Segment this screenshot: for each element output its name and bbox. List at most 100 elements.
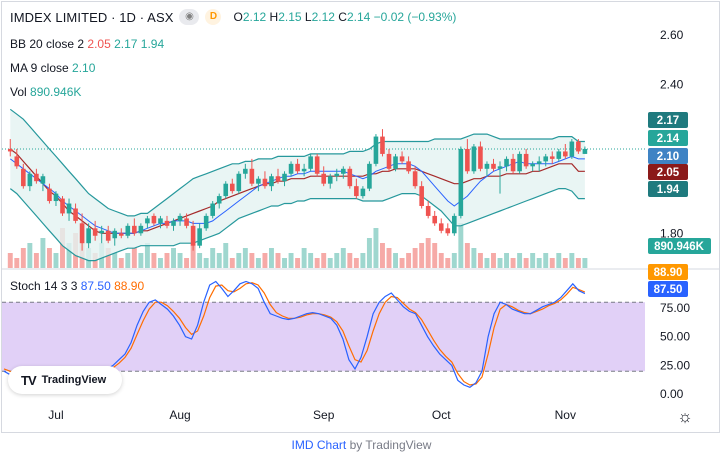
volume-bar: [190, 238, 196, 268]
stoch-tick-label: 75.00: [660, 301, 690, 315]
badge-bb-upper-bg: [648, 112, 688, 128]
open-value: 2.12: [242, 10, 267, 24]
candle-body: [21, 168, 26, 187]
candle-body: [334, 173, 340, 177]
volume-bar: [327, 258, 333, 268]
candle-body: [229, 183, 235, 192]
candle-body: [465, 148, 470, 172]
candle-body: [243, 168, 248, 174]
badge-last-price: 2.14: [657, 133, 680, 145]
badge-stoch-k-bg: [648, 281, 688, 297]
candle-body: [138, 225, 144, 234]
candle-body: [412, 171, 418, 187]
volume-bar: [471, 248, 477, 268]
x-tick-label: Oct: [432, 408, 451, 422]
candle-body: [105, 230, 111, 241]
candle-body: [458, 148, 464, 216]
volume-bar: [321, 253, 327, 268]
badge-stoch-d: 88.90: [654, 267, 683, 279]
candle-body: [53, 193, 59, 202]
volume-bar: [477, 253, 483, 268]
volume-bar: [406, 253, 412, 268]
candle-body: [203, 215, 209, 229]
badge-ma: 2.10: [657, 151, 679, 163]
volume-bar: [249, 253, 255, 268]
candle-body: [445, 228, 451, 234]
price-badges: 2.17 2.14 2.10 2.05 1.94 890.946K 88.90 87.50: [648, 112, 711, 297]
candle-body: [360, 188, 366, 197]
volume-bar: [40, 238, 46, 268]
candle-body: [569, 141, 575, 157]
vol-value: 890.946K: [30, 85, 82, 99]
candle-body: [340, 168, 346, 174]
volume-bar: [575, 258, 581, 268]
candle-body: [380, 136, 385, 154]
volume-bar: [497, 258, 503, 268]
volume-bar: [308, 253, 314, 268]
bb-lower-line: [9, 188, 585, 262]
volume-bar: [380, 243, 385, 268]
candle-body: [491, 163, 496, 169]
badge-bb-upper: 2.17: [657, 115, 679, 127]
volume-bar: [445, 258, 451, 268]
candle-body: [452, 215, 457, 234]
candle-body: [393, 156, 398, 169]
d-badge[interactable]: D: [205, 9, 222, 25]
footer-provider-link[interactable]: TradingView: [365, 438, 432, 452]
bb-legend-label: BB 20 close 2: [10, 37, 85, 51]
symbol-chart-link[interactable]: IMD Chart: [291, 438, 347, 452]
candle-body: [419, 186, 424, 206]
badge-last-price-bg: [648, 130, 688, 146]
stoch-legend[interactable]: Stoch 14 3 3 87.50 88.90: [10, 279, 144, 293]
candle-series: [7, 129, 588, 251]
close-value: 2.14: [346, 10, 371, 24]
volume-bar: [288, 253, 294, 268]
candle-body: [197, 228, 202, 246]
volume-bar: [386, 248, 392, 268]
stoch-tick-label: 50.00: [660, 330, 690, 344]
candle-body: [99, 230, 104, 234]
candle-body: [406, 161, 411, 172]
price-tick-label: 2.40: [660, 77, 684, 91]
candle-body: [256, 178, 261, 184]
volume-bar: [177, 253, 183, 268]
volume-bar: [340, 248, 346, 268]
volume-bar: [491, 253, 496, 268]
price-tick-label: 2.60: [660, 28, 684, 42]
stoch-tick-label: 25.00: [660, 358, 690, 372]
candle-body: [373, 136, 379, 164]
candle-body: [321, 173, 327, 184]
tradingview-badge[interactable]: TV TradingView: [8, 366, 122, 394]
volume-bar: [66, 243, 72, 268]
gear-icon[interactable]: ☼: [677, 407, 693, 426]
ma9-line: [9, 155, 585, 234]
candle-body: [478, 146, 483, 169]
volume-bar: [33, 253, 39, 268]
volume-bar: [282, 258, 287, 268]
volume-bar: [197, 253, 203, 268]
candle-body: [269, 176, 274, 187]
ma-legend[interactable]: MA 9 close 2.10: [10, 61, 95, 75]
bb-legend[interactable]: BB 20 close 2 2.05 2.17 1.94: [10, 37, 164, 51]
volume-bar: [223, 243, 229, 268]
tradingview-logo-icon: TV: [21, 372, 37, 388]
candle-body: [288, 163, 294, 174]
candle-body: [386, 153, 392, 169]
volume-bar: [399, 258, 405, 268]
candle-body: [282, 173, 287, 182]
badge-bb-lower: 1.94: [657, 184, 680, 196]
eye-icon[interactable]: ◉: [179, 9, 200, 25]
badge-volume: 890.946K: [654, 241, 705, 253]
volume-bar: [229, 258, 235, 268]
vol-legend[interactable]: Vol 890.946K: [10, 85, 81, 99]
tradingview-name: TradingView: [41, 374, 107, 386]
candle-body: [34, 173, 39, 182]
volume-bar: [419, 243, 425, 268]
candle-body: [582, 148, 588, 154]
candle-body: [132, 225, 137, 234]
volume-bar: [536, 258, 542, 268]
badge-bb-mid: 2.05: [657, 167, 680, 179]
candle-body: [549, 156, 555, 159]
symbol-title[interactable]: IMDEX LIMITED · 1D · ASX: [10, 9, 174, 25]
